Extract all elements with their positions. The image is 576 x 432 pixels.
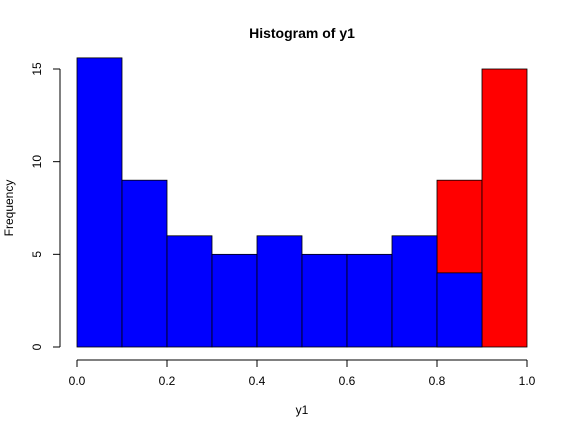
axes-layer: 0.0 0.2 0.4 0.6 0.8 1.0 0 5 10 15 <box>30 62 536 388</box>
x-tick-label: 0.2 <box>159 374 176 388</box>
y-axis-label: Frequency <box>2 180 16 237</box>
histogram-bar <box>166 235 213 348</box>
histogram-bar <box>211 253 258 348</box>
x-tick-label: 1.0 <box>519 374 536 388</box>
histogram-bar <box>256 235 303 348</box>
x-tick-label: 0.4 <box>249 374 266 388</box>
y-tick-label: 0 <box>30 343 44 350</box>
y-tick-label: 15 <box>30 62 44 76</box>
x-axis-label: y1 <box>296 403 309 417</box>
histogram-bar <box>121 179 168 348</box>
bars-layer <box>76 57 528 348</box>
x-tick-label: 0.0 <box>69 374 86 388</box>
y-tick-label: 5 <box>30 251 44 258</box>
histogram-bar <box>391 235 438 348</box>
chart-title: Histogram of y1 <box>249 25 355 41</box>
histogram-bar <box>346 253 393 348</box>
histogram-bar <box>76 57 123 348</box>
y-tick-label: 10 <box>30 155 44 169</box>
x-tick-label: 0.6 <box>339 374 356 388</box>
x-tick-label: 0.8 <box>429 374 446 388</box>
histogram-bar <box>481 68 528 348</box>
histogram-bar <box>301 253 348 348</box>
histogram-bar <box>436 272 483 348</box>
